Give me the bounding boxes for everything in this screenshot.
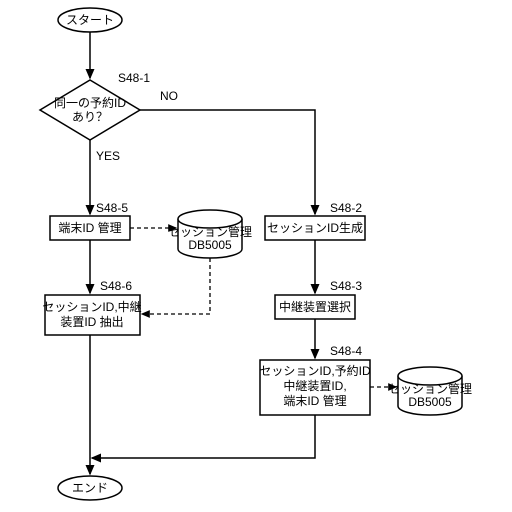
- db-cylinder-2: セッション管理 DB5005: [388, 367, 472, 415]
- step-label-s48-6: S48-6: [100, 279, 132, 293]
- step-label-s48-3: S48-3: [330, 279, 362, 293]
- svg-text:S48-5: S48-5: [96, 201, 128, 215]
- box-s48-4: セッションID,予約ID 中継装置ID, 端末ID 管理: [259, 360, 371, 415]
- db-cylinder-1: セッション管理 DB5005: [168, 210, 252, 258]
- svg-text:セッションID生成: セッションID生成: [267, 221, 363, 235]
- step-label-s48-1: S48-1: [118, 71, 150, 85]
- yes-label: YES: [96, 149, 120, 163]
- decision-s48-1: 同一の予約ID あり？ S48-1 NO YES: [40, 71, 178, 163]
- svg-text:装置ID 抽出: 装置ID 抽出: [60, 315, 123, 329]
- edge-no: [140, 110, 315, 214]
- svg-text:セッションID,予約ID: セッションID,予約ID: [259, 363, 371, 378]
- svg-text:DB5005: DB5005: [188, 238, 232, 252]
- svg-text:S48-2: S48-2: [330, 201, 362, 215]
- box-s48-6: セッションID,中継 装置ID 抽出: [42, 295, 141, 335]
- svg-text:あり？: あり？: [72, 110, 108, 124]
- start-label: スタート: [66, 13, 114, 27]
- step-label-s48-4: S48-4: [330, 344, 362, 358]
- svg-text:セッション管理: セッション管理: [168, 224, 252, 239]
- edge-db1-b6: [142, 258, 210, 314]
- end-label: エンド: [72, 481, 108, 495]
- start-terminal: スタート: [58, 8, 122, 32]
- svg-text:端末ID 管理: 端末ID 管理: [58, 220, 121, 235]
- svg-text:同一の予約ID: 同一の予約ID: [54, 95, 126, 110]
- svg-text:セッションID,中継: セッションID,中継: [42, 299, 141, 314]
- no-label: NO: [160, 89, 178, 103]
- svg-text:端末ID 管理: 端末ID 管理: [283, 393, 346, 408]
- edge-b4-merge: [92, 415, 315, 458]
- box-s48-3: 中継装置選択: [275, 295, 355, 319]
- svg-text:DB5005: DB5005: [408, 395, 452, 409]
- end-terminal: エンド: [58, 476, 122, 500]
- svg-text:中継装置ID,: 中継装置ID,: [283, 378, 346, 393]
- svg-text:セッション管理: セッション管理: [388, 381, 472, 396]
- svg-text:中継装置選択: 中継装置選択: [279, 299, 351, 314]
